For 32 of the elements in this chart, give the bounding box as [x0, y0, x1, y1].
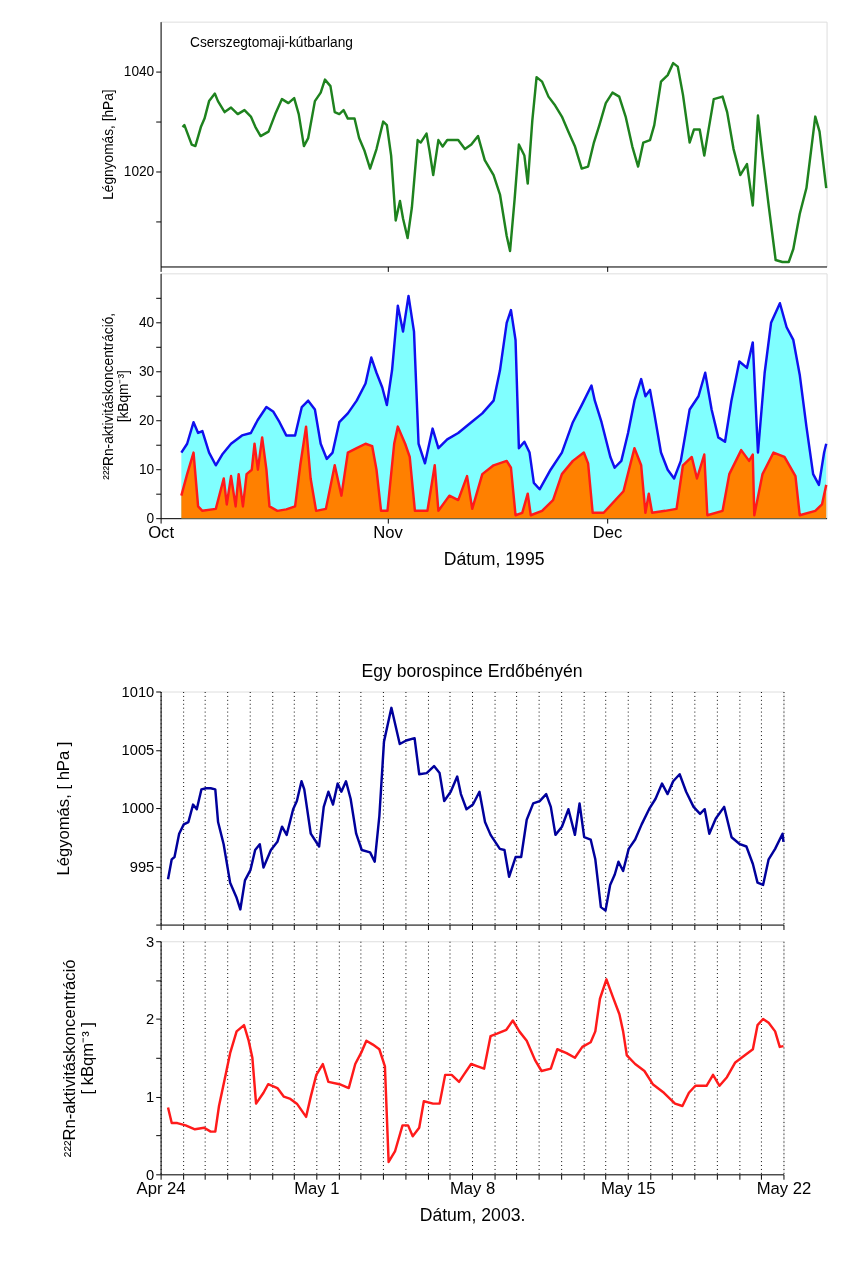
y-tick-label: 2: [146, 1011, 155, 1028]
y-axis-title: ²²²Rn-aktivitáskoncentráció [ kBqm⁻³ ]: [59, 959, 98, 1158]
x-tick-label: Dec: [592, 523, 623, 543]
y-tick-label: 10: [139, 461, 155, 477]
y-tick-label: 1000: [121, 800, 155, 817]
x-tick-label: May 15: [600, 1179, 656, 1199]
line-series: [166, 706, 785, 912]
y-tick-label: 3: [146, 933, 155, 950]
x-tick-label: Nov: [373, 523, 404, 543]
x-axis-title: Dátum, 1995: [443, 548, 545, 569]
y-tick-label: 995: [129, 858, 155, 875]
y-tick-label: 1: [146, 1089, 155, 1106]
y-tick-label: 1020: [123, 163, 155, 179]
y-tick-label: 1040: [123, 64, 155, 80]
y-tick-label: 1005: [121, 742, 155, 759]
chart-title: Egy borospince Erdőbényén: [361, 660, 583, 681]
y-axis-title: Légyomás, [ hPa ]: [53, 741, 73, 876]
y-axis-title: Légnyomás, [hPa]: [100, 89, 116, 200]
line-series: [181, 61, 828, 264]
annotation: Cserszegtomaji-kútbarlang: [189, 35, 353, 51]
y-tick-label: 20: [139, 412, 155, 428]
y-axis-title: ²²²Rn-aktivitáskoncentráció, [kBqm⁻³]: [100, 312, 132, 480]
x-tick-label: Oct: [148, 523, 175, 543]
line-series: [166, 978, 785, 1164]
x-tick-label: May 8: [449, 1179, 496, 1199]
y-tick-label: 40: [139, 314, 155, 330]
y-tick-label: 30: [139, 363, 155, 379]
y-tick-label: 0: [146, 510, 155, 526]
x-tick-label: May 1: [294, 1179, 340, 1199]
y-tick-label: 1010: [121, 683, 155, 700]
x-tick-label: May 22: [756, 1179, 812, 1199]
x-axis-title: Dátum, 2003.: [419, 1204, 526, 1225]
